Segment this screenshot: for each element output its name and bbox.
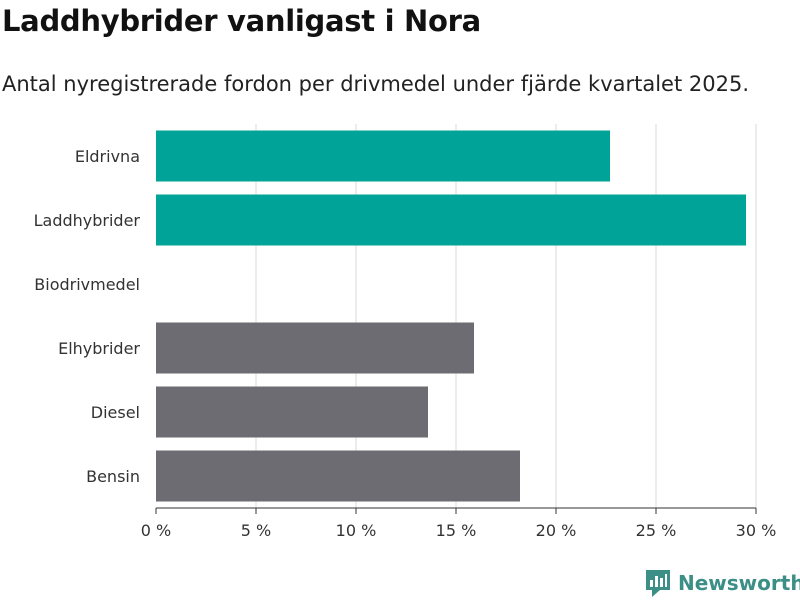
bar-elhybrider — [156, 322, 474, 374]
category-labels: Eldrivna Laddhybrider Biodrivmedel Elhybrid… — [34, 147, 141, 486]
newsworthy-logo: Newsworthy — [644, 568, 800, 598]
bar-bensin — [156, 450, 520, 502]
bar-laddhybrider — [156, 194, 746, 246]
gridlines — [255, 124, 757, 508]
chart-subtitle: Antal nyregistrerade fordon per drivmede… — [2, 72, 750, 96]
newsworthy-logo-text: Newsworthy — [678, 571, 800, 595]
category-label: Diesel — [91, 403, 140, 422]
x-tick-label: 10 % — [336, 521, 377, 540]
x-tick-label: 5 % — [241, 521, 271, 540]
x-tick-label: 0 % — [141, 521, 171, 540]
category-label: Elhybrider — [58, 339, 140, 358]
x-axis: 0 % 5 % 10 % 15 % 20 % 25 % 30 % — [141, 507, 777, 540]
x-tick-label: 30 % — [736, 521, 777, 540]
newsworthy-logo-icon — [646, 570, 670, 597]
bars — [156, 130, 746, 502]
bar-diesel — [156, 386, 428, 438]
x-tick-label: 15 % — [436, 521, 477, 540]
chart-title: Laddhybrider vanligast i Nora — [2, 4, 481, 38]
category-label: Biodrivmedel — [34, 275, 140, 294]
x-tick-label: 25 % — [636, 521, 677, 540]
category-label: Bensin — [86, 467, 140, 486]
category-label: Eldrivna — [75, 147, 140, 166]
category-label: Laddhybrider — [34, 211, 141, 230]
bar-eldrivna — [156, 130, 610, 182]
x-tick-label: 20 % — [536, 521, 577, 540]
